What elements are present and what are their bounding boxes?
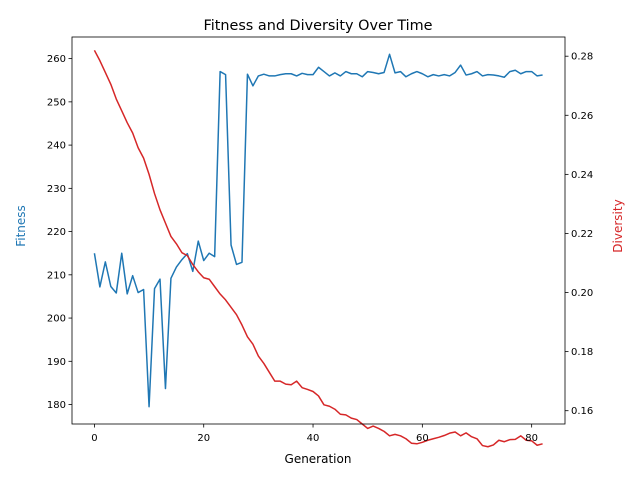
plot-frame bbox=[71, 36, 566, 425]
fitness-tick-label: 260 bbox=[47, 54, 66, 65]
fitness-tick-label: 230 bbox=[47, 184, 66, 195]
x-axis: 0 20 40 60 80 bbox=[91, 424, 538, 444]
diversity-tick-label: 0.22 bbox=[571, 229, 593, 240]
fitness-tick-label: 200 bbox=[47, 314, 66, 325]
diversity-tick-label: 0.16 bbox=[571, 406, 593, 417]
fitness-tick-label: 240 bbox=[47, 141, 66, 152]
diversity-tick-label: 0.28 bbox=[571, 52, 593, 63]
x-tick-label: 80 bbox=[525, 433, 538, 444]
plot-area bbox=[71, 36, 566, 448]
diversity-tick-label: 0.24 bbox=[571, 170, 593, 181]
x-tick-label: 0 bbox=[91, 433, 97, 444]
fitness-tick-label: 190 bbox=[47, 357, 66, 368]
x-tick-label: 40 bbox=[307, 433, 320, 444]
x-tick-label: 60 bbox=[416, 433, 429, 444]
diversity-axis-label: Diversity bbox=[611, 199, 625, 252]
fitness-axis-label: Fitness bbox=[14, 205, 28, 247]
diversity-series-line bbox=[93, 49, 543, 448]
fitness-series-line bbox=[93, 53, 543, 408]
chart-title: Fitness and Diversity Over Time bbox=[203, 18, 432, 34]
fitness-tick-label: 250 bbox=[47, 97, 66, 108]
x-axis-label: Generation bbox=[285, 452, 352, 466]
diversity-tick-label: 0.26 bbox=[571, 111, 593, 122]
x-tick-label: 20 bbox=[197, 433, 210, 444]
diversity-axis: 0.16 0.18 0.20 0.22 0.24 0.26 0.28 bbox=[565, 52, 593, 417]
fitness-tick-label: 180 bbox=[47, 400, 66, 411]
fitness-tick-label: 210 bbox=[47, 270, 66, 281]
diversity-tick-label: 0.18 bbox=[571, 347, 593, 358]
diversity-tick-label: 0.20 bbox=[571, 288, 593, 299]
fitness-tick-label: 220 bbox=[47, 227, 66, 238]
fitness-axis: 180 190 200 210 220 230 240 250 260 bbox=[47, 54, 72, 411]
